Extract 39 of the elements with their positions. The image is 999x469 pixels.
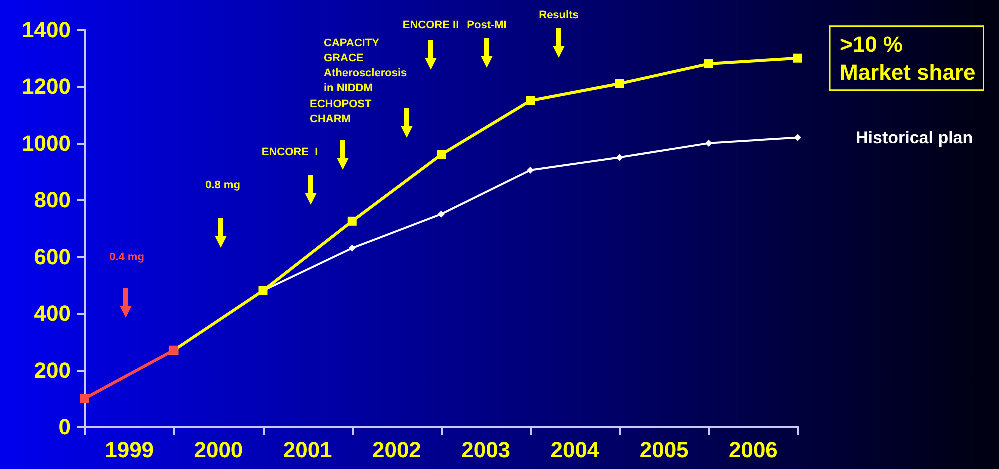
point bbox=[437, 150, 446, 160]
annotation: ENCORE II bbox=[402, 20, 460, 32]
annotation: ECHOPOST CHARM bbox=[310, 98, 372, 126]
point bbox=[704, 60, 714, 69]
x-tick-label: 2001 bbox=[283, 438, 332, 462]
y-tick-label: 800 bbox=[34, 188, 71, 213]
annotation: ENCORE I bbox=[262, 146, 318, 158]
y-tick-label: 1400 bbox=[22, 18, 71, 42]
annotation: 0.4 mg bbox=[110, 252, 144, 264]
point bbox=[438, 210, 445, 218]
point bbox=[794, 134, 802, 142]
point bbox=[526, 96, 536, 106]
annotation: CAPACITY GRACE Atherosclerosis in NIDDM bbox=[324, 38, 408, 94]
y-tick-label: 200 bbox=[34, 358, 71, 383]
point bbox=[794, 54, 802, 63]
y-tick-label: 1200 bbox=[22, 74, 71, 100]
y-tick-label: 0 bbox=[58, 414, 71, 440]
x-tick-label: 2002 bbox=[372, 438, 422, 462]
x-tick-label: 2000 bbox=[194, 438, 244, 462]
point bbox=[527, 166, 534, 174]
x-tick-label: 2006 bbox=[728, 438, 778, 462]
text: Historical plan bbox=[856, 128, 974, 148]
point bbox=[705, 140, 712, 147]
y-tick-label: 600 bbox=[34, 244, 71, 270]
x-tick-label: 1999 bbox=[105, 438, 154, 462]
x-tick-label: 2005 bbox=[640, 438, 689, 462]
point bbox=[615, 79, 624, 88]
text: Results bbox=[539, 10, 579, 22]
x-tick-label: 2004 bbox=[550, 438, 600, 462]
annotation: 0.8 mg bbox=[206, 180, 240, 192]
point bbox=[348, 244, 356, 252]
point bbox=[80, 394, 90, 404]
point bbox=[616, 154, 624, 162]
annotation: Post-MI bbox=[467, 20, 507, 32]
series-label: >10 % Market share bbox=[840, 32, 976, 85]
y-tick-label: 400 bbox=[34, 301, 71, 326]
x-tick-label: 2003 bbox=[462, 438, 511, 462]
point bbox=[348, 216, 357, 226]
y-tick-label: 1000 bbox=[22, 130, 71, 156]
